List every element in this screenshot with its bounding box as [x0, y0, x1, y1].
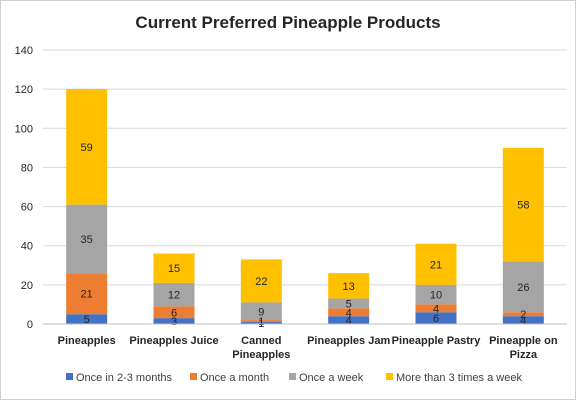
- x-tick-label-line: Pineapple on: [489, 335, 558, 347]
- x-tick-label: Pineapples: [58, 335, 116, 347]
- bar-segment: [66, 204, 108, 274]
- bar-segment: [415, 284, 457, 305]
- bar-segment: [502, 147, 544, 262]
- bar-segment: [328, 298, 370, 309]
- bars: [66, 89, 544, 324]
- data-label: 22: [255, 276, 267, 288]
- bar-segment: [153, 282, 195, 307]
- x-tick-label: Pineapple Pastry: [392, 335, 482, 347]
- bar-segment: [502, 261, 544, 313]
- y-tick-label: 140: [15, 45, 33, 57]
- data-label: 58: [517, 200, 529, 212]
- bar-segment: [66, 273, 108, 315]
- x-tick-label-line: Pineapple Pastry: [392, 335, 482, 347]
- bar-segment: [415, 243, 457, 285]
- bar-segment: [66, 89, 108, 205]
- bar-segment: [240, 320, 282, 323]
- data-label: 2: [520, 309, 526, 321]
- bar-segment: [415, 304, 457, 313]
- x-tick-label: Canned Pineapples: [232, 335, 290, 361]
- bar-segment: [66, 314, 108, 324]
- data-label: 5: [84, 314, 90, 326]
- y-tick-label: 20: [21, 280, 33, 292]
- chart-title: Current Preferred Pineapple Products: [135, 13, 440, 32]
- legend-label: Once in 2-3 months: [76, 372, 172, 384]
- x-tick-label-line: Pineapples: [232, 349, 290, 361]
- x-tick-label-line: Pineapples Jam: [307, 335, 390, 347]
- data-label: 9: [258, 306, 264, 318]
- legend-swatch: [386, 373, 393, 380]
- bar-segment: [153, 306, 195, 319]
- x-tick-label-line: Pizza: [510, 349, 538, 361]
- legend-label: More than 3 times a week: [396, 372, 522, 384]
- y-tick-label: 0: [27, 319, 33, 331]
- data-label: 4: [433, 303, 439, 315]
- y-tick-label: 100: [15, 123, 33, 135]
- data-label: 13: [343, 281, 355, 293]
- legend-swatch: [66, 373, 73, 380]
- x-tick-label-line: Canned: [241, 335, 281, 347]
- bar-segment: [153, 253, 195, 283]
- x-tick-label-line: Pineapples: [58, 335, 116, 347]
- data-label: 4: [346, 315, 352, 327]
- data-label: 4: [520, 315, 526, 327]
- gridlines: [43, 49, 567, 286]
- bar-segment: [240, 322, 282, 324]
- axes: 0 20 40 60 80 100 120 140 Pineapples Pineapples J…: [15, 45, 567, 361]
- bar-segment: [328, 308, 370, 317]
- bar-segment: [328, 273, 370, 299]
- bar-segment: [153, 318, 195, 324]
- legend: Once in 2-3 months Once a month Once a wee…: [66, 372, 522, 384]
- data-label: 5: [346, 298, 352, 310]
- x-tick-label: Pineapple on Pizza: [489, 335, 558, 361]
- legend-label: Once a week: [299, 372, 364, 384]
- data-label: 21: [81, 289, 93, 301]
- data-label: 3: [171, 316, 177, 328]
- data-label: 4: [346, 307, 352, 319]
- data-label: 26: [517, 282, 529, 294]
- data-label: 12: [168, 290, 180, 302]
- y-tick-label: 80: [21, 162, 33, 174]
- data-label: 15: [168, 263, 180, 275]
- bar-segment: [502, 316, 544, 324]
- bar-segment: [415, 312, 457, 324]
- bar-segment: [240, 302, 282, 321]
- x-tick-label: Pineapples Juice: [129, 335, 218, 347]
- data-label: 1: [258, 316, 264, 328]
- data-label: 6: [171, 307, 177, 319]
- data-label: 35: [81, 234, 93, 246]
- bar-segment: [502, 312, 544, 317]
- bar-segment: [328, 316, 370, 324]
- data-label: 21: [430, 259, 442, 271]
- x-tick-label: Pineapples Jam: [307, 335, 390, 347]
- legend-label: Once a month: [200, 372, 269, 384]
- y-tick-label: 120: [15, 84, 33, 96]
- data-label: 6: [433, 313, 439, 325]
- y-tick-label: 40: [21, 241, 33, 253]
- legend-swatch: [190, 373, 197, 380]
- bar-segment: [240, 259, 282, 303]
- data-label: 10: [430, 290, 442, 302]
- data-label: 59: [81, 142, 93, 154]
- y-tick-label: 60: [21, 202, 33, 214]
- legend-swatch: [289, 373, 296, 380]
- x-tick-label-line: Pineapples Juice: [129, 335, 218, 347]
